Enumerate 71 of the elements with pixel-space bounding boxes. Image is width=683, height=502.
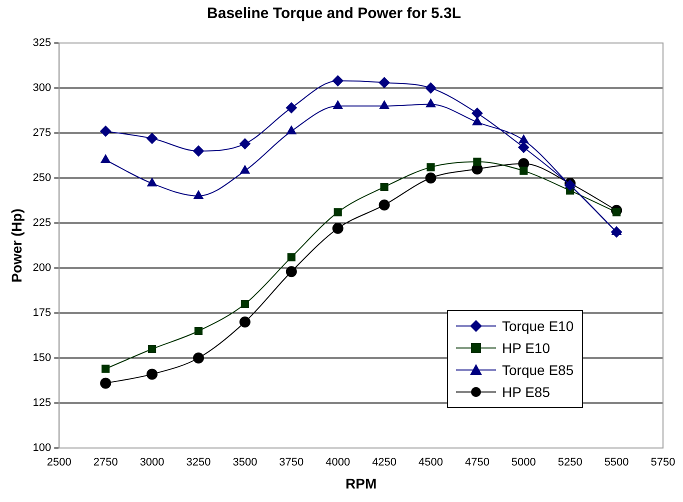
point bbox=[102, 364, 110, 373]
point bbox=[286, 126, 296, 134]
point bbox=[240, 300, 249, 308]
x-tick-label: 4250 bbox=[372, 456, 397, 469]
point bbox=[100, 126, 112, 137]
point bbox=[425, 172, 436, 184]
legend-label: HP E10 bbox=[502, 340, 550, 356]
x-tick-label: 3500 bbox=[232, 456, 258, 469]
x-tick-label: 4500 bbox=[418, 456, 443, 469]
point bbox=[473, 158, 482, 166]
point bbox=[286, 266, 297, 278]
point bbox=[426, 163, 435, 172]
y-tick-label: 300 bbox=[32, 82, 52, 94]
point bbox=[611, 226, 622, 238]
x-tick-label: 3250 bbox=[186, 456, 211, 469]
point bbox=[287, 253, 296, 262]
point bbox=[100, 154, 110, 163]
x-tick-label: 2500 bbox=[46, 456, 72, 469]
point bbox=[333, 100, 343, 109]
y-tick-label: 100 bbox=[32, 442, 52, 454]
y-tick-label: 125 bbox=[32, 397, 52, 410]
x-tick-label: 5500 bbox=[604, 456, 629, 469]
point bbox=[472, 108, 483, 119]
y-tick-label: 200 bbox=[32, 262, 52, 274]
point bbox=[518, 142, 530, 153]
point bbox=[194, 190, 204, 199]
point bbox=[472, 116, 482, 126]
x-tick-label: 4000 bbox=[326, 456, 350, 469]
point bbox=[286, 102, 297, 114]
point bbox=[426, 98, 436, 108]
x-tick-label: 4750 bbox=[464, 456, 490, 469]
y-tick-label: 150 bbox=[32, 352, 52, 364]
y-tick-label: 250 bbox=[32, 172, 52, 184]
x-tick-label: 3000 bbox=[140, 456, 164, 469]
x-tick-label: 2750 bbox=[93, 456, 118, 469]
chart-title: Baseline Torque and Power for 5.3L bbox=[207, 5, 461, 22]
y-tick-label: 225 bbox=[32, 217, 52, 230]
legend-label: HP E85 bbox=[502, 384, 550, 400]
point bbox=[380, 182, 388, 192]
y-tick-label: 175 bbox=[32, 307, 52, 320]
legend-label: Torque E85 bbox=[502, 362, 574, 378]
y-tick-label: 325 bbox=[32, 37, 52, 50]
x-tick-label: 5750 bbox=[650, 456, 676, 469]
x-axis-title: RPM bbox=[346, 475, 377, 492]
y-axis-title: Power (Hp) bbox=[8, 208, 24, 282]
point bbox=[332, 75, 344, 86]
point bbox=[100, 378, 112, 389]
x-tick-label: 3750 bbox=[279, 456, 304, 469]
point bbox=[146, 132, 158, 144]
point bbox=[612, 208, 621, 216]
point bbox=[425, 82, 436, 94]
point bbox=[240, 165, 250, 174]
point bbox=[334, 208, 342, 216]
point bbox=[332, 222, 344, 234]
point bbox=[378, 77, 390, 88]
point bbox=[239, 316, 250, 328]
point bbox=[520, 166, 528, 175]
point bbox=[194, 326, 203, 336]
y-tick-label: 275 bbox=[32, 127, 52, 140]
point bbox=[193, 146, 204, 156]
x-tick-label: 5250 bbox=[558, 456, 582, 469]
point bbox=[239, 138, 250, 150]
point bbox=[379, 100, 390, 109]
point bbox=[148, 344, 156, 354]
point bbox=[518, 134, 528, 144]
legend-label: Torque E10 bbox=[502, 318, 574, 334]
point bbox=[193, 352, 204, 364]
point bbox=[146, 368, 158, 380]
point bbox=[378, 200, 390, 210]
point bbox=[147, 178, 157, 186]
x-tick-label: 5000 bbox=[511, 456, 536, 469]
